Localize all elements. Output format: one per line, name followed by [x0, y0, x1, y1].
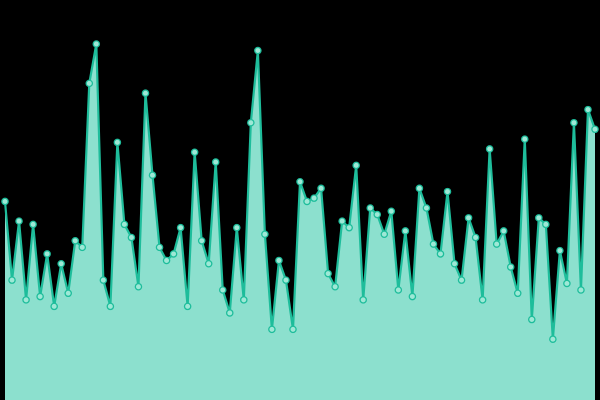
data-point: [331, 282, 339, 291]
data-point: [577, 286, 585, 294]
data-point: [197, 237, 206, 245]
data-point: [169, 250, 178, 258]
data-point: [401, 227, 410, 235]
data-point: [43, 250, 51, 258]
data-point: [233, 223, 241, 232]
data-point: [282, 276, 290, 284]
data-point: [499, 227, 508, 235]
data-point: [8, 276, 16, 284]
data-point: [310, 194, 318, 202]
data-point: [520, 135, 529, 143]
data-point: [366, 204, 375, 212]
data-point: [127, 233, 136, 242]
data-point: [247, 118, 255, 127]
data-point: [471, 233, 480, 242]
data-point: [359, 296, 367, 304]
data-point: [513, 289, 522, 298]
data-point: [303, 197, 311, 206]
data-point: [408, 292, 417, 301]
data-point: [429, 240, 438, 248]
data-point: [141, 89, 150, 97]
data-point: [436, 250, 445, 258]
data-point: [268, 325, 276, 334]
data-point: [535, 214, 543, 222]
data-point: [254, 46, 262, 55]
data-point: [506, 263, 515, 271]
data-point: [296, 177, 304, 186]
data-point: [204, 259, 213, 268]
data-point: [345, 223, 353, 232]
data-point: [542, 220, 550, 229]
data-point: [64, 289, 72, 298]
data-point: [106, 302, 115, 311]
data-point: [134, 282, 143, 291]
data-point: [338, 217, 346, 225]
data-point: [591, 125, 599, 134]
data-point: [584, 105, 592, 114]
data-point: [15, 217, 23, 225]
data-point: [373, 210, 382, 219]
data-point: [113, 138, 122, 147]
data-point: [492, 240, 501, 248]
data-point: [275, 256, 283, 265]
data-point: [464, 214, 473, 222]
data-point: [1, 197, 9, 206]
data-point: [50, 302, 58, 311]
data-point: [225, 309, 234, 317]
data-point: [485, 145, 494, 153]
data-point: [563, 279, 571, 288]
data-point: [478, 296, 487, 304]
data-point: [92, 40, 101, 48]
data-point: [162, 256, 171, 265]
data-point: [29, 220, 37, 229]
data-point: [324, 269, 332, 278]
data-point: [528, 315, 536, 324]
data-point: [387, 207, 396, 216]
data-point: [36, 292, 44, 301]
data-point: [155, 243, 164, 252]
data-point: [78, 243, 87, 252]
data-point: [352, 161, 360, 170]
data-point: [422, 204, 431, 212]
area-fill: [5, 44, 595, 400]
data-point: [317, 184, 325, 193]
data-point: [85, 79, 94, 88]
data-point: [190, 148, 199, 157]
data-point: [176, 223, 185, 232]
data-point: [148, 171, 157, 179]
data-point: [570, 118, 578, 127]
data-point: [394, 286, 403, 294]
data-point: [261, 230, 269, 239]
data-point: [415, 184, 424, 193]
data-point: [57, 259, 65, 268]
data-point: [211, 158, 220, 166]
data-point-markers: [1, 40, 599, 343]
data-point: [120, 220, 129, 229]
data-point: [183, 302, 192, 311]
data-point: [22, 296, 30, 304]
data-point: [380, 230, 389, 239]
data-point: [289, 325, 297, 334]
data-point: [450, 259, 459, 268]
data-point: [218, 286, 227, 294]
data-point: [71, 237, 80, 245]
data-point: [549, 335, 557, 343]
data-point: [556, 246, 564, 255]
data-point: [443, 187, 452, 196]
data-point: [240, 296, 248, 304]
data-point: [457, 276, 466, 284]
data-point: [99, 276, 108, 284]
